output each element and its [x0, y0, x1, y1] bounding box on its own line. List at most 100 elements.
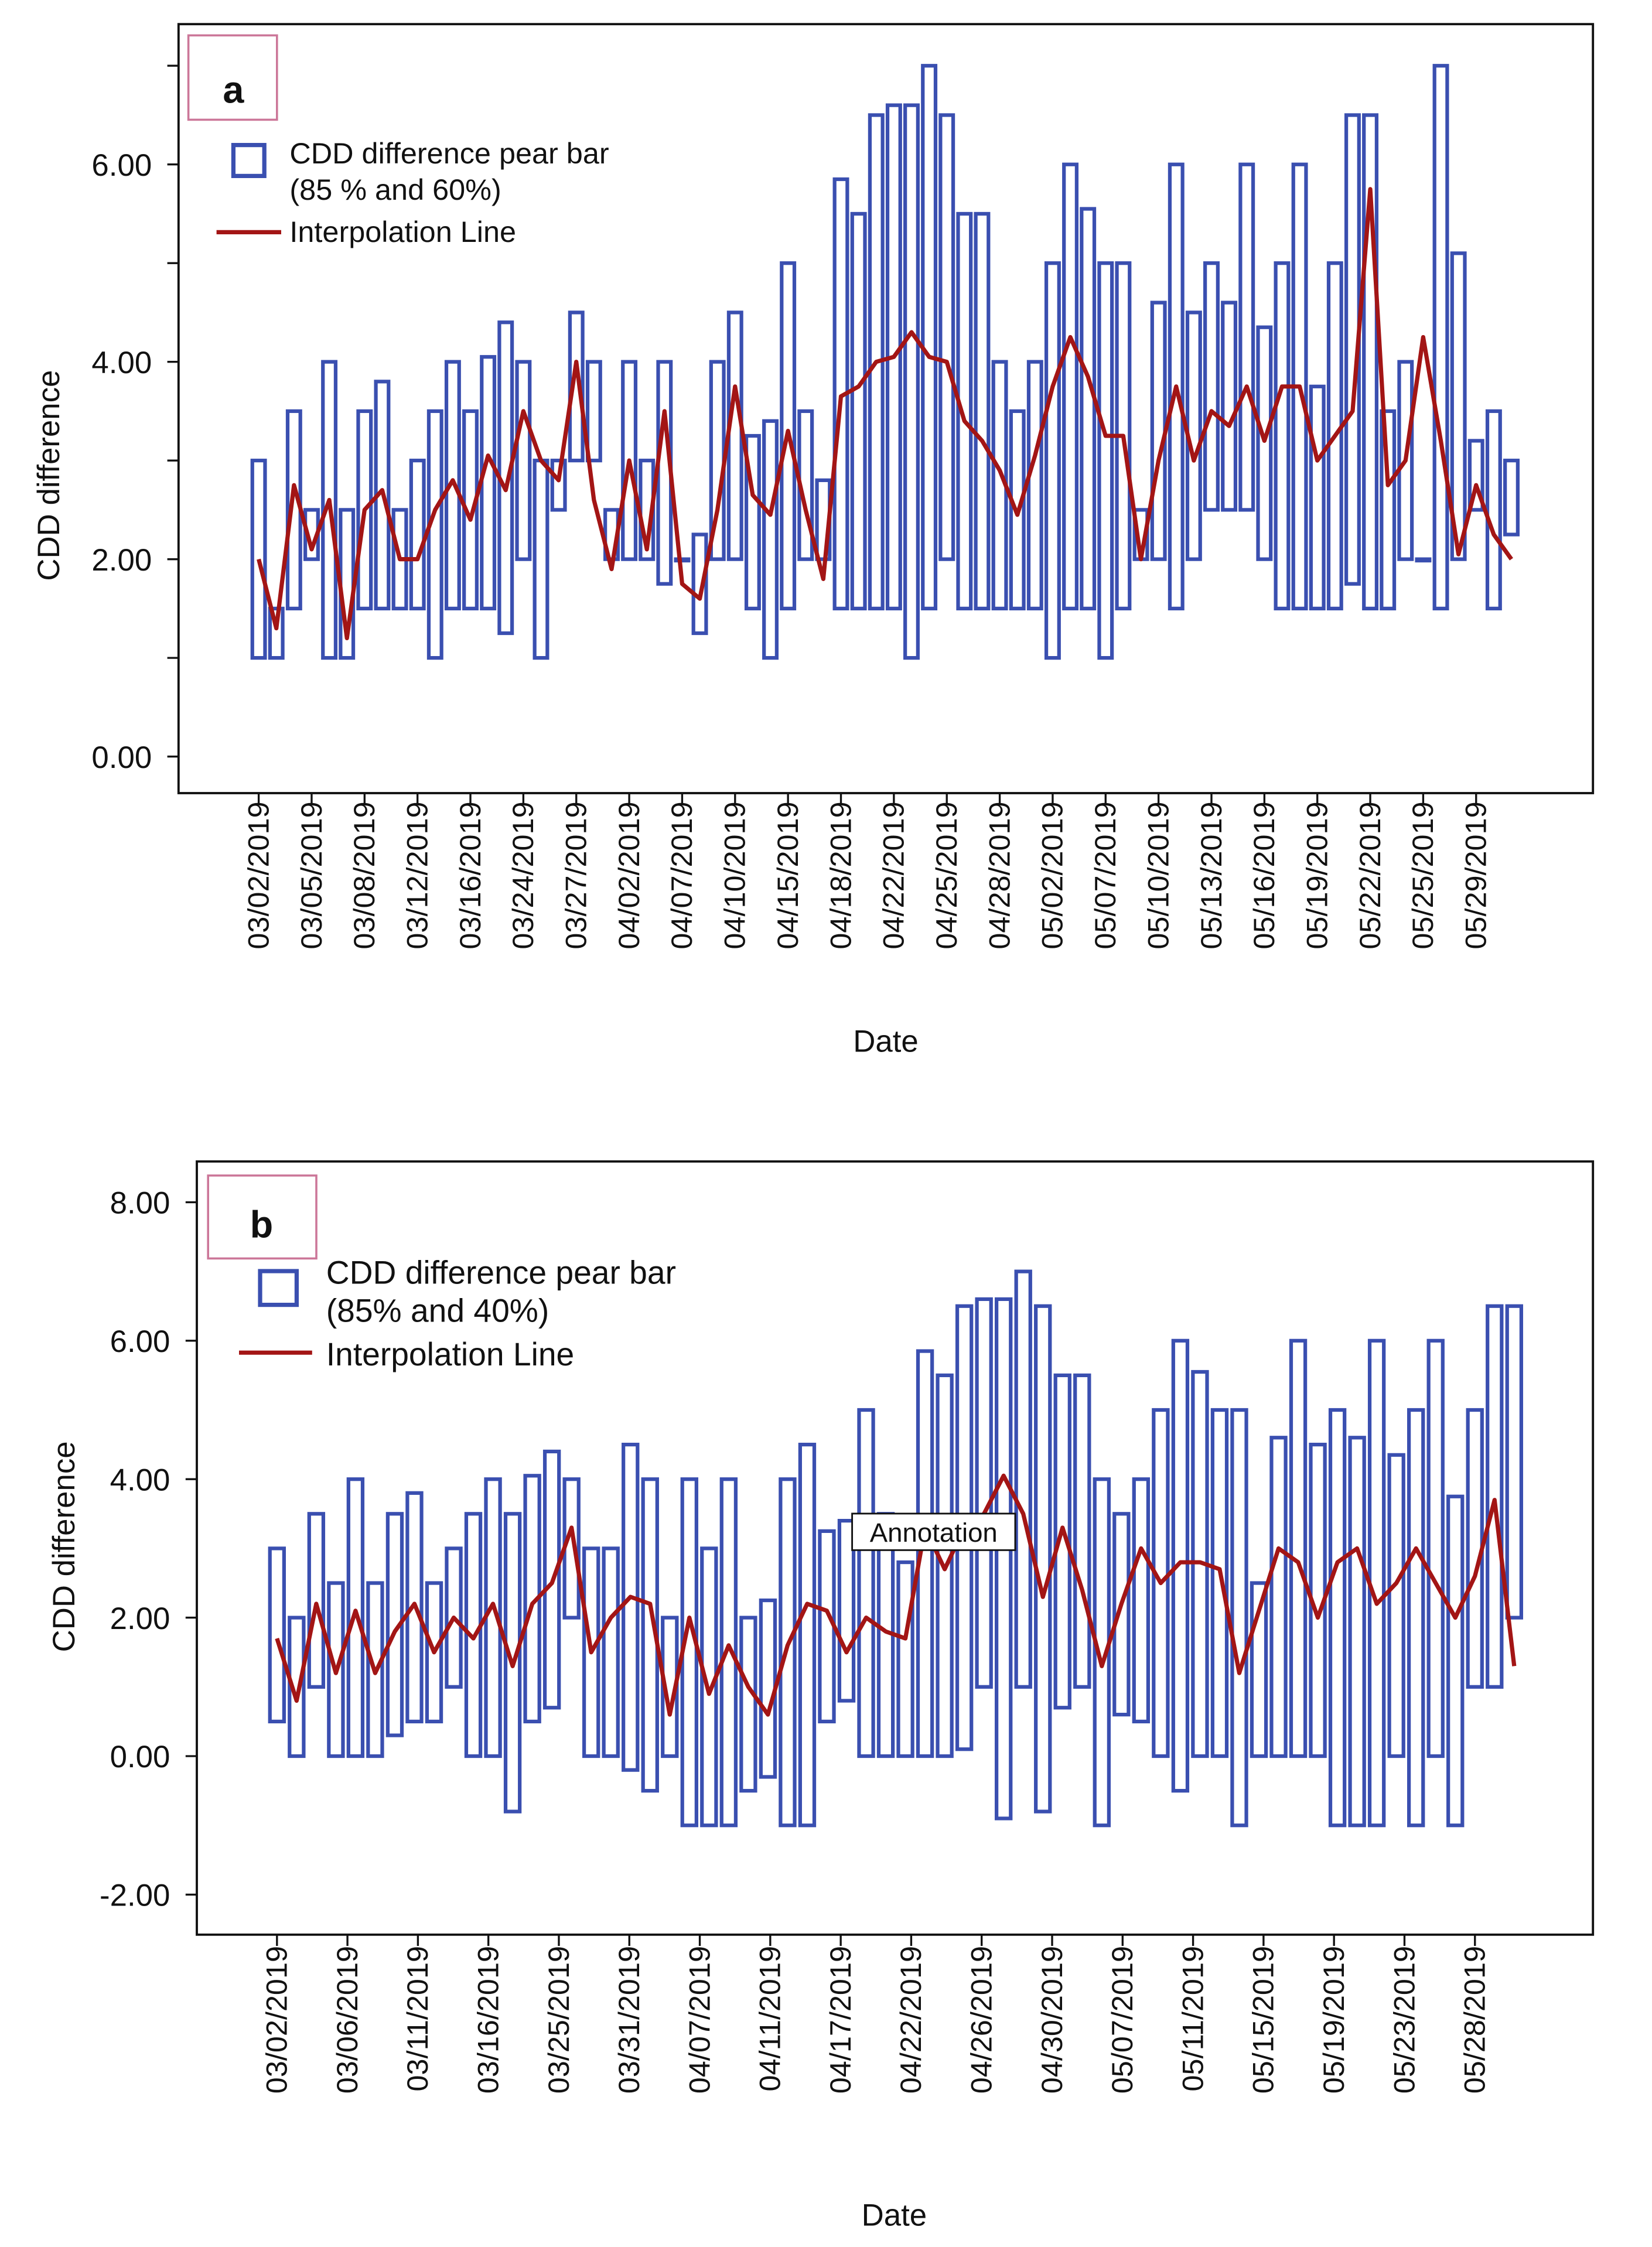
x-tick-label-a-6: 03/27/2019: [559, 801, 593, 949]
x-tick-label-a-11: 04/18/2019: [824, 801, 857, 949]
bar-a-43: [1009, 409, 1026, 610]
bar-a-70: [1485, 409, 1502, 610]
bar-b-12: [503, 1512, 522, 1814]
x-tick-label-b-1: 03/06/2019: [330, 1946, 364, 2094]
y-axis-b: -2.00 0.00 2.00 4.00 6.00 8.00: [100, 1186, 197, 1913]
bar-a-40: [956, 211, 973, 610]
x-tick-label-a-9: 04/10/2019: [718, 801, 752, 949]
y-tick-label-a-1: 2.00: [91, 543, 152, 578]
y-tick-label-b-1: 0.00: [110, 1740, 170, 1774]
y-tick-label-b-4: 6.00: [110, 1324, 170, 1359]
x-tick-label-a-17: 05/10/2019: [1141, 801, 1175, 949]
x-axis-label-a: Date: [853, 1025, 919, 1059]
bar-a-34: [850, 211, 867, 610]
bar-b-32: [896, 1560, 914, 1758]
bar-a-11: [444, 360, 461, 611]
bar-a-27: [726, 310, 743, 561]
x-tick-label-b-0: 03/02/2019: [260, 1946, 293, 2094]
x-tick-label-a-10: 04/15/2019: [771, 801, 804, 949]
bar-b-8: [425, 1581, 443, 1724]
plot-frame-b: [196, 1160, 1595, 1936]
bar-b-34: [936, 1373, 954, 1758]
bar-b-30: [857, 1408, 875, 1758]
bar-a-37: [903, 103, 920, 660]
bar-a-56: [1238, 162, 1255, 512]
legend-bar-swatch-b: [258, 1269, 299, 1307]
bar-a-46: [1062, 162, 1079, 610]
bar-b-46: [1171, 1338, 1190, 1793]
x-tick-label-a-5: 03/24/2019: [506, 801, 540, 949]
x-tick-label-a-12: 04/22/2019: [877, 801, 910, 949]
bar-a-54: [1203, 261, 1220, 512]
x-tick-label-a-1: 03/05/2019: [295, 801, 328, 949]
bar-b-43: [1112, 1512, 1131, 1717]
bar-a-19: [585, 360, 602, 463]
bar-b-37: [994, 1297, 1013, 1821]
legend-bar-label-b: CDD difference pear bar: [326, 1255, 676, 1291]
interpolation-line-b: [275, 1473, 1517, 1717]
x-tick-label-b-3: 03/16/2019: [471, 1946, 504, 2094]
legend-bar-sublabel-a: (85 % and 60%): [289, 173, 501, 206]
bar-b-63: [1505, 1304, 1523, 1620]
bar-a-29: [762, 419, 779, 660]
x-tick-label-b-12: 05/07/2019: [1105, 1946, 1139, 2094]
x-tick-label-b-15: 05/19/2019: [1317, 1946, 1350, 2094]
y-axis-a: 0.00 2.00 4.00 6.00: [91, 64, 179, 775]
x-tick-label-b-17: 05/28/2019: [1458, 1946, 1491, 2094]
bar-b-44: [1132, 1477, 1151, 1724]
bar-a-0: [250, 459, 267, 660]
bar-a-30: [780, 261, 797, 610]
bar-b-39: [1034, 1304, 1052, 1814]
legend-bar-swatch-a: [231, 142, 267, 178]
annotation-text: Annotation: [870, 1518, 998, 1548]
bar-b-33: [916, 1349, 934, 1758]
bar-b-3: [327, 1581, 345, 1758]
bar-a-52: [1168, 162, 1185, 610]
panel-label-box-b: [207, 1174, 318, 1260]
x-tick-label-b-10: 04/26/2019: [965, 1946, 998, 2094]
legend-line-label-a: Interpolation Line: [289, 215, 516, 248]
bar-b-42: [1093, 1477, 1111, 1828]
bar-a-48: [1097, 261, 1114, 660]
bar-a-63: [1362, 113, 1379, 610]
bar-b-57: [1387, 1453, 1405, 1758]
interpolation-line-group-a: [257, 187, 1513, 641]
bar-b-55: [1348, 1436, 1366, 1828]
bar-a-25: [691, 532, 708, 636]
bar-b-59: [1426, 1338, 1445, 1758]
bar-a-45: [1044, 261, 1061, 660]
bars-group-b: [268, 1269, 1523, 1828]
x-tick-label-a-7: 04/02/2019: [612, 801, 646, 949]
bar-b-22: [700, 1546, 718, 1828]
bar-b-56: [1367, 1338, 1386, 1828]
legend-bar-label-a: CDD difference pear bar: [289, 136, 609, 170]
bar-b-4: [346, 1477, 365, 1758]
bar-b-61: [1466, 1408, 1484, 1689]
bar-a-66: [1415, 557, 1432, 563]
bar-b-7: [405, 1491, 424, 1724]
bar-b-16: [582, 1546, 600, 1758]
x-axis-b: 03/02/2019 03/06/2019 03/11/2019 03/16/2019…: [260, 1934, 1491, 2094]
y-tick-label-b-3: 4.00: [110, 1463, 170, 1497]
x-tick-label-b-4: 03/25/2019: [542, 1946, 575, 2094]
bar-b-45: [1152, 1408, 1170, 1758]
bar-b-36: [975, 1297, 993, 1689]
bar-a-61: [1326, 261, 1343, 610]
bar-a-65: [1397, 360, 1414, 561]
bar-b-26: [779, 1477, 797, 1828]
y-tick-label-b-0: -2.00: [100, 1879, 170, 1913]
bar-b-49: [1230, 1408, 1248, 1828]
x-tick-label-a-4: 03/16/2019: [453, 801, 487, 949]
bar-a-15: [515, 360, 532, 561]
x-axis-a: 03/02/2019 03/05/2019 03/08/2019 03/12/2019…: [241, 793, 1493, 950]
bar-b-17: [602, 1546, 620, 1758]
x-tick-label-b-13: 05/11/2019: [1176, 1946, 1209, 2091]
annotation-callout: Annotation: [851, 1512, 1016, 1551]
bar-b-58: [1407, 1408, 1425, 1828]
bar-a-1: [268, 606, 285, 660]
bar-b-25: [759, 1598, 777, 1779]
x-tick-label-a-21: 05/22/2019: [1353, 801, 1387, 949]
x-tick-label-a-16: 05/07/2019: [1088, 801, 1122, 949]
bar-b-48: [1210, 1408, 1229, 1758]
bar-a-55: [1221, 300, 1238, 512]
